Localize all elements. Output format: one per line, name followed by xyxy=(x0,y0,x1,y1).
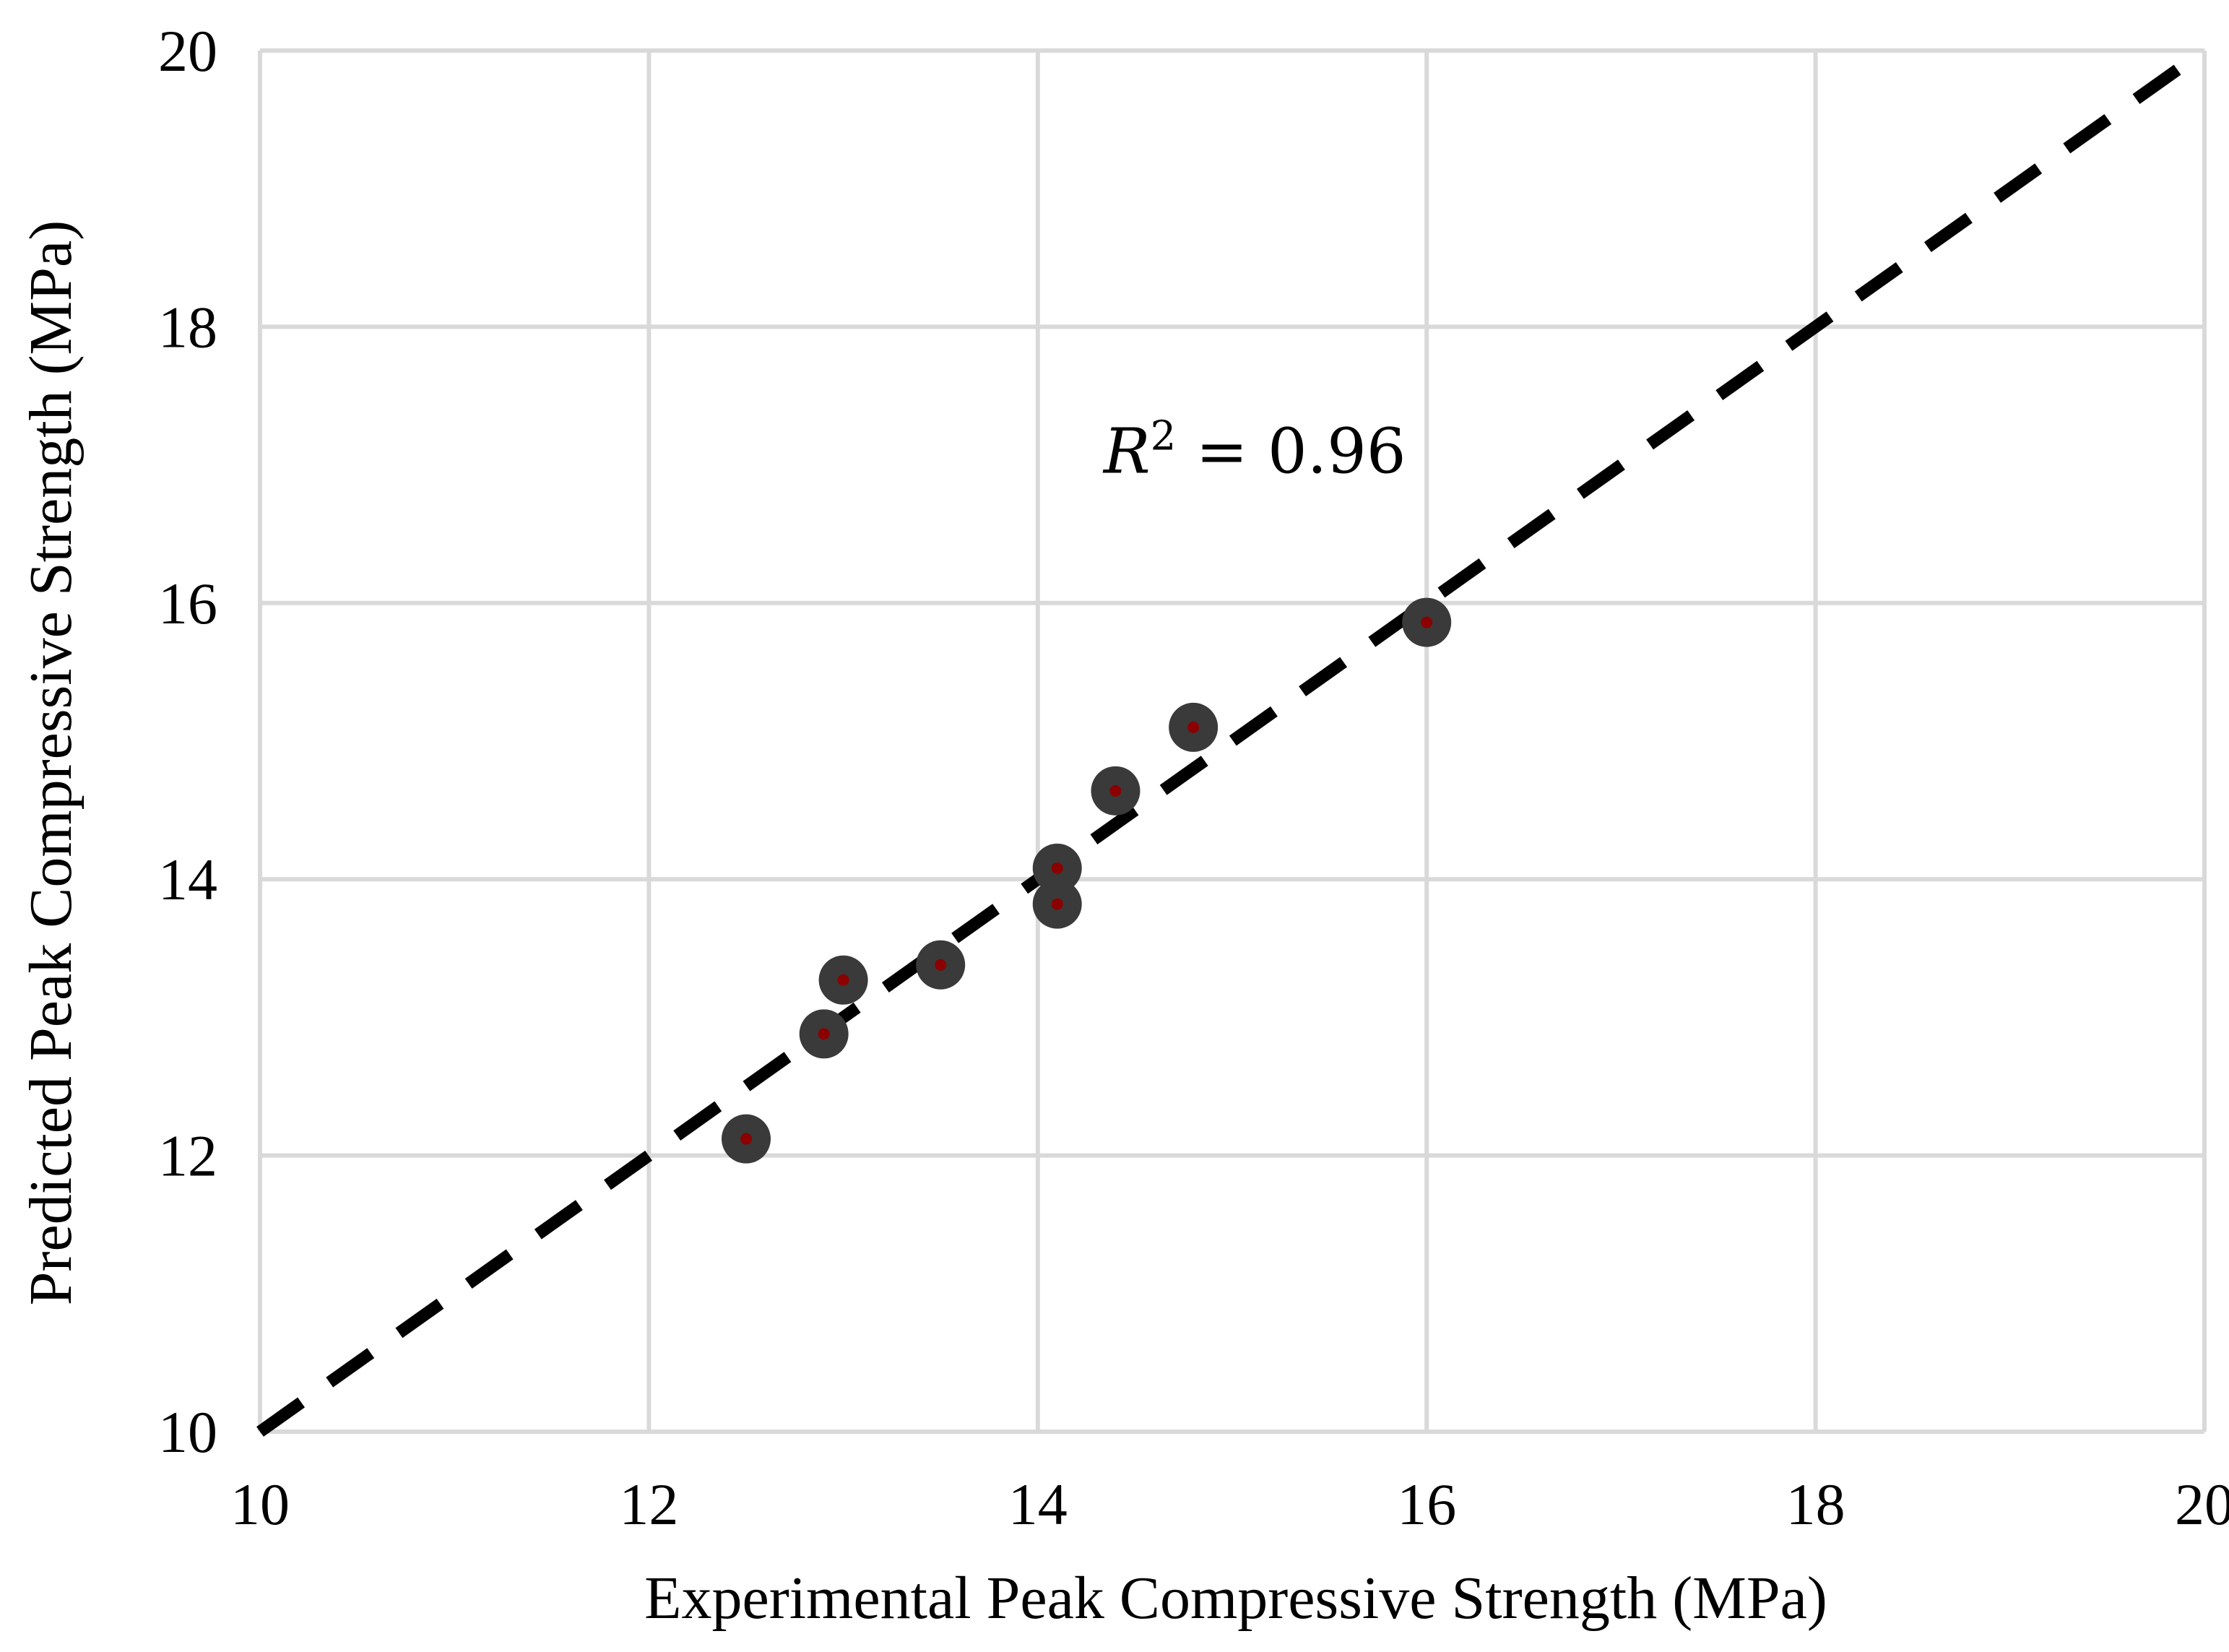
data-point-center xyxy=(1051,862,1063,874)
y-tick-label: 16 xyxy=(158,571,217,636)
data-point xyxy=(799,1009,849,1059)
data-point xyxy=(1402,597,1452,647)
data-point-center xyxy=(935,959,947,971)
data-point-center xyxy=(1051,898,1063,910)
data-point xyxy=(722,1114,771,1164)
y-axis-title: Predicted Peak Compressive Strength (MPa… xyxy=(17,220,85,1305)
r-squared-variable: R xyxy=(1102,415,1151,488)
data-point xyxy=(1032,843,1082,893)
data-point xyxy=(916,940,966,990)
data-point-center xyxy=(1187,721,1200,733)
reference-line-layer xyxy=(256,46,2208,1437)
r-squared-value: = 0.96 xyxy=(1176,415,1406,488)
x-tick-label: 14 xyxy=(1008,1471,1068,1537)
data-point-center xyxy=(837,974,849,986)
tick-labels-layer: 10 12 14 16 18 20 10 12 14 16 18 20 xyxy=(158,18,2229,1537)
x-tick-label: 16 xyxy=(1397,1471,1456,1537)
reference-dashed-line xyxy=(256,46,2208,1437)
grid-layer xyxy=(258,48,2207,1434)
x-axis-title: Experimental Peak Compressive Strength (… xyxy=(644,1565,1827,1632)
x-tick-label: 20 xyxy=(2175,1471,2229,1537)
data-point xyxy=(1169,702,1219,752)
y-tick-label: 10 xyxy=(158,1399,217,1465)
x-tick-label: 10 xyxy=(230,1471,290,1537)
r-squared-annotation: R2 = 0.96 xyxy=(1102,412,1406,488)
data-point xyxy=(1032,879,1082,929)
data-point xyxy=(818,955,868,1005)
data-point-center xyxy=(1109,784,1122,797)
x-tick-label: 18 xyxy=(1786,1471,1845,1537)
y-tick-label: 20 xyxy=(158,18,217,84)
y-tick-label: 18 xyxy=(158,294,217,360)
r-squared-superscript: 2 xyxy=(1151,412,1177,459)
data-point-center xyxy=(818,1028,830,1040)
y-tick-label: 12 xyxy=(158,1123,217,1189)
x-tick-label: 12 xyxy=(619,1471,678,1537)
data-points-layer xyxy=(722,597,1452,1164)
data-point-center xyxy=(1421,616,1433,628)
data-point-center xyxy=(740,1133,752,1145)
data-point xyxy=(1091,766,1141,816)
y-tick-label: 14 xyxy=(158,847,217,912)
